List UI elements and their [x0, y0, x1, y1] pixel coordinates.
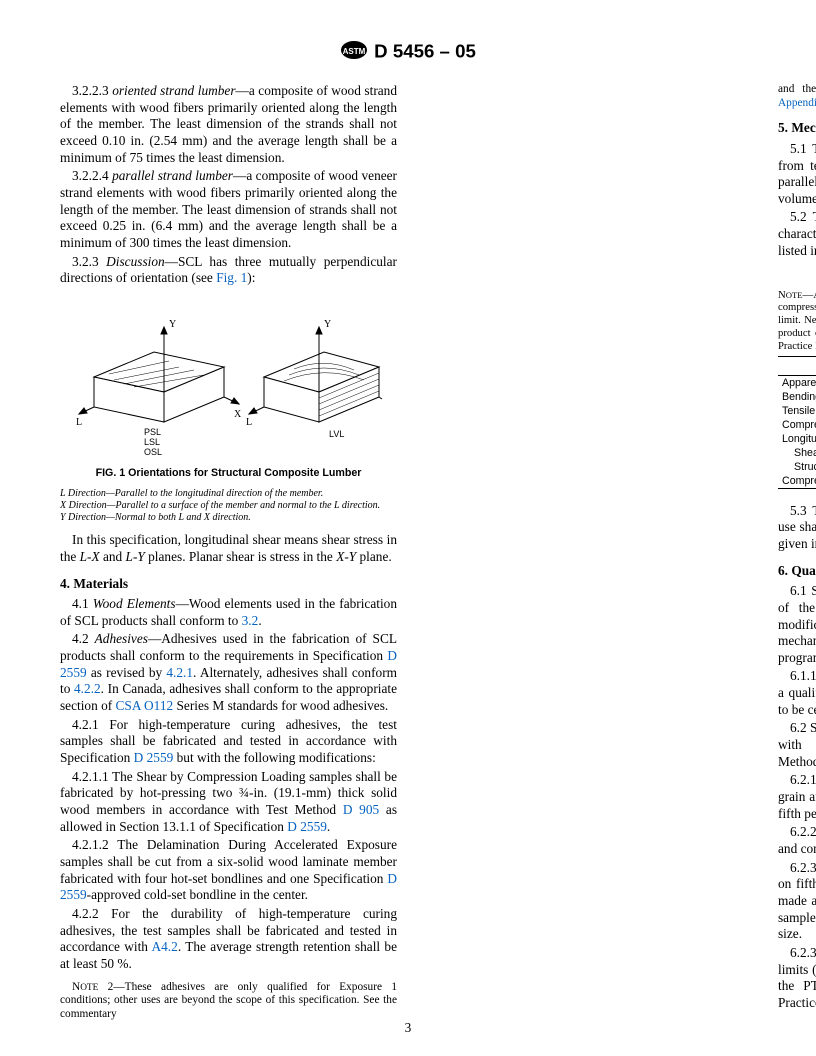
para-3224: 3.2.2.4 parallel strand lumber—a composi…	[60, 168, 397, 251]
table-row: Shear block test3.15	[778, 446, 816, 460]
para-421: 4.2.1 For high-temperature curing adhesi…	[60, 717, 397, 767]
para-61: 6.1 Samples for qualification testing sh…	[778, 583, 816, 666]
figure-1: Y L X PSL LSL OSL	[60, 297, 397, 461]
table-row: Longitudinal shear strength	[778, 432, 816, 446]
figure-caption: FIG. 1 Orientations for Structural Compo…	[60, 467, 397, 480]
axis-l2: L	[246, 417, 252, 428]
lbl-psl: PSL	[144, 427, 161, 437]
para-62: 6.2 Sampling of the test material shall …	[778, 720, 816, 770]
para-4212: 4.2.1.2 The Delamination During Accelera…	[60, 837, 397, 904]
section-4-title: 4. Materials	[60, 576, 397, 593]
table-row: Compressive strength parallel to grain1.…	[778, 418, 816, 432]
table-1-note: NOTE—Apparent modulus of elasticity is c…	[778, 290, 816, 354]
table-row: Structural-size shear test2.10	[778, 460, 816, 474]
table-row: Compressive strength perpendicular to gr…	[778, 474, 816, 489]
fig-y-dir: Y Direction—Normal to both L and X direc…	[60, 512, 397, 524]
axis-l: L	[76, 417, 82, 428]
axis-y: Y	[169, 319, 176, 330]
table-1: Property Adjustment Factor Apparent modu…	[778, 356, 816, 489]
table-row: Tensile strength parallel to grain2.10	[778, 404, 816, 418]
para-42: 4.2 Adhesives—Adhesives used in the fabr…	[60, 631, 397, 714]
page-header: ASTM D 5456 – 05	[60, 40, 756, 65]
table-row: Apparent modulus of elasticity1.00	[778, 375, 816, 390]
para-51: 5.1 The characteristic value for SCL is …	[778, 141, 816, 208]
table-row: Bending strength2.10	[778, 390, 816, 404]
para-323: 3.2.3 Discussion—SCL has three mutually …	[60, 254, 397, 287]
astm-logo: ASTM	[340, 40, 368, 65]
para-622: 6.2.2 The confidence level for calculati…	[778, 824, 816, 857]
para-spec: In this specification, longitudinal shea…	[60, 532, 397, 565]
axis-y2: Y	[324, 319, 331, 330]
para-422: 4.2.2 For the durability of high-tempera…	[60, 906, 397, 973]
lbl-lsl: LSL	[144, 437, 160, 447]
section-6-title: 6. Qualification	[778, 563, 816, 580]
para-41: 4.1 Wood Elements—Wood elements used in …	[60, 596, 397, 629]
svg-text:ASTM: ASTM	[343, 47, 366, 56]
lbl-osl: OSL	[144, 447, 162, 457]
para-4211: 4.2.1.1 The Shear by Compression Loading…	[60, 769, 397, 836]
section-5-title: 5. Mechanical Properties	[778, 120, 816, 137]
para-3223: 3.2.2.3 oriented strand lumber—a composi…	[60, 83, 397, 166]
designation: D 5456 – 05	[374, 40, 476, 61]
para-52: 5.2 The design stress related to SCL is …	[778, 209, 816, 259]
table-1-title: TABLE 1 Adjustment Factors	[778, 271, 816, 285]
note-2: NOTE 2—These adhesives are only qualifie…	[60, 981, 397, 1022]
para-623: 6.2.3 Minimum sample size for calculatin…	[778, 860, 816, 943]
note-2-cont: and the section on Design and Mechanical…	[778, 83, 816, 110]
para-611: 6.1.1 Qualification tests shall be condu…	[778, 668, 816, 718]
fig-l-dir: L Direction—Parallel to the longitudinal…	[60, 488, 397, 500]
axis-x: X	[234, 409, 242, 420]
fig-x-dir: X Direction—Parallel to a surface of the…	[60, 500, 397, 512]
para-53: 5.3 The allowable design stress publishe…	[778, 503, 816, 553]
para-621: 6.2.1 Design stress, except for compress…	[778, 772, 816, 822]
page-number: 3	[0, 1020, 816, 1036]
lbl-lvl: LVL	[329, 429, 344, 439]
th-property: Property	[778, 356, 816, 375]
